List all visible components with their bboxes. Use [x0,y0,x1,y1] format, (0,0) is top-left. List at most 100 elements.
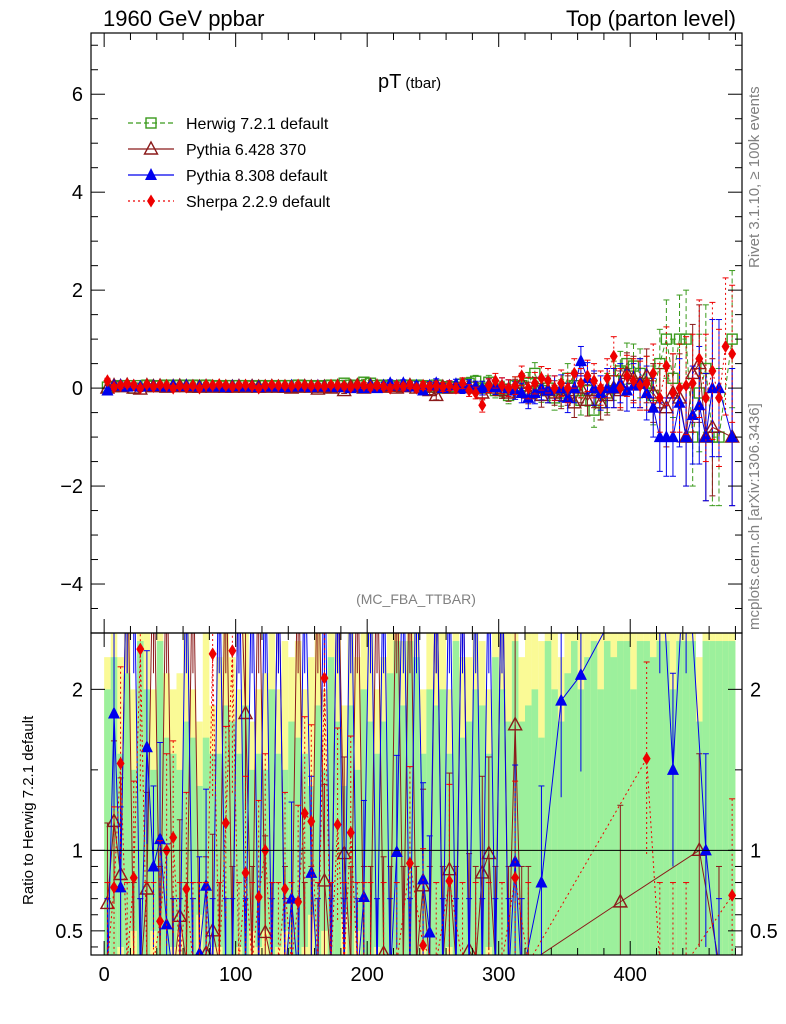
ratio-point [116,756,125,770]
main-ytick-label: 6 [72,84,83,106]
data-point [504,381,513,395]
data-point [673,395,686,408]
data-point [287,379,296,393]
ratio-ytick-label-left: 0.5 [55,921,83,943]
ratio-band-green-76 [603,641,611,955]
data-point [524,381,533,395]
ratio-band-green-42 [380,721,387,955]
ratio-point [114,880,127,893]
data-point [563,381,572,395]
main-title: pT (tbar) [378,71,441,93]
data-point [438,380,447,394]
data-point [195,381,204,395]
data-point [573,379,589,394]
ratio-point [346,826,355,840]
data-point [379,380,388,394]
ratio-ytick-label-right: 1 [750,840,761,862]
ratio-point [390,844,403,857]
main-ytick-label: 4 [72,182,83,204]
ratio-point [160,917,173,930]
ratio-point [156,914,165,928]
data-point [123,377,132,391]
data-point [561,390,574,403]
legend-marker [145,168,157,180]
ratio-point [195,946,204,955]
data-point [241,378,250,392]
data-point [208,379,217,393]
ratio-band-green-54 [459,737,466,955]
data-point [629,374,638,388]
ratio-point [445,874,454,888]
ratio-point [221,816,230,830]
data-point [714,391,723,405]
legend-label: Pythia 8.308 default [186,168,328,185]
ratio-band-green-47 [413,657,420,955]
data-point [695,352,704,366]
data-point [728,347,737,361]
data-point [574,354,587,367]
data-point [579,391,596,407]
data-point [662,359,671,373]
ratio-band-green-13 [189,737,197,955]
data-point [517,369,526,383]
ratio-band-green-19 [229,721,236,955]
data-point [550,381,559,395]
header-energy-label: 1960 GeV ppbar [103,6,265,31]
data-point [576,376,585,390]
data-point [333,379,342,393]
main-ytick-label: −2 [60,476,83,498]
ratio-point [305,865,318,878]
ratio-band-green-34 [327,657,335,955]
data-point [267,378,276,392]
data-point [359,379,368,393]
ratio-band-green-21 [242,705,249,955]
data-point [182,380,191,394]
ratio-point [136,642,145,656]
ratio-band-green-55 [465,721,473,955]
data-point [708,364,717,378]
ratio-band-green-69 [557,721,565,955]
ratio-point [336,845,352,860]
ratio-band-green-74 [590,641,598,955]
rivet-version-label: Rivet 3.1.10, ≥ 100k events [746,86,763,268]
ratio-band-green-45 [400,705,407,955]
ratio-line [107,649,733,955]
data-point [557,376,566,390]
data-point [432,379,441,393]
data-point [478,398,487,412]
data-point [544,374,553,388]
mcplots-reference-label: mcplots.cern.ch [arXiv:1306.3436] [746,403,763,630]
ratio-point [257,923,273,939]
ratio-band-green-71 [571,641,578,955]
legend-entry-3: Sherpa 2.2.9 default [128,194,331,211]
ratio-band-green-78 [617,641,624,955]
data-point [603,371,612,385]
data-point [570,366,579,380]
ratio-point [316,872,333,887]
data-point [202,378,211,392]
data-point [590,374,599,388]
ratio-point [200,878,213,891]
data-point [428,386,444,402]
legend-entry-2: Pythia 8.308 default [128,168,328,185]
data-point [294,378,303,392]
ratio-point [728,888,737,902]
ratio-point [129,871,138,885]
legend-marker [143,140,159,155]
ratio-band-green-65 [531,689,539,955]
data-point [313,379,322,393]
ratio-band-green-93 [715,641,723,955]
ratio-point [405,856,414,870]
ratio-band-green-51 [439,689,447,955]
data-point [686,408,699,421]
ratio-band-green-87 [676,641,683,955]
data-point [188,379,197,393]
data-point [274,379,283,393]
data-point [616,381,625,395]
ratio-band-green-32 [314,705,322,955]
ratio-point [108,706,121,719]
data-point [392,379,401,393]
ratio-band-green-70 [564,673,572,955]
data-point [280,379,289,393]
ratio-point [294,895,303,909]
